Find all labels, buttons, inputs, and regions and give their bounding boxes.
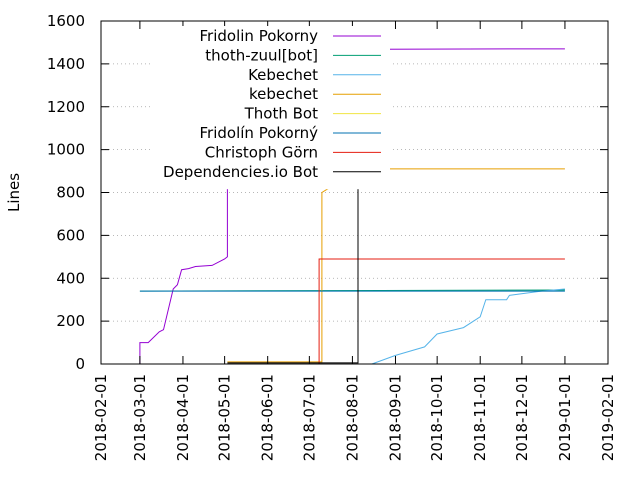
x-tick-label: 2018-10-01 <box>428 374 446 461</box>
legend-label: Kebechet <box>248 66 318 84</box>
y-tick-label: 0 <box>75 355 85 373</box>
y-axis-label: Lines <box>5 173 23 212</box>
x-tick-label: 2018-02-01 <box>92 374 110 461</box>
series-line <box>227 168 365 364</box>
legend-label: Fridolin Pokorny <box>200 27 319 45</box>
x-tick-label: 2018-06-01 <box>259 374 277 461</box>
x-tick-label: 2018-03-01 <box>131 374 149 461</box>
x-tick-label: 2018-12-01 <box>513 374 531 461</box>
y-tick-label: 1600 <box>47 12 85 30</box>
legend-label: Thoth Bot <box>244 105 318 123</box>
x-tick-label: 2019-02-01 <box>599 374 617 461</box>
x-tick-label: 2018-07-01 <box>300 374 318 461</box>
y-tick-label: 1400 <box>47 55 85 73</box>
legend-label: Dependencies.io Bot <box>163 163 318 181</box>
y-tick-label: 200 <box>56 312 85 330</box>
y-tick-label: 400 <box>56 269 85 287</box>
legend-label: thoth-zuul[bot] <box>205 46 318 64</box>
x-tick-label: 2018-08-01 <box>343 374 361 461</box>
legend-background <box>150 26 390 190</box>
series-line <box>227 168 565 363</box>
x-tick-label: 2018-09-01 <box>386 374 404 461</box>
y-tick-label: 1200 <box>47 98 85 116</box>
x-tick-label: 2018-04-01 <box>174 374 192 461</box>
x-tick-label: 2018-05-01 <box>216 374 234 461</box>
x-axis: 2018-02-01 2018-03-01 2018-04-01 2018-05-01… <box>92 21 617 461</box>
series-line <box>371 288 565 365</box>
y-tick-label: 800 <box>56 184 85 202</box>
y-tick-label: 1000 <box>47 141 85 159</box>
legend-label: kebechet <box>249 85 318 103</box>
series-line <box>227 258 565 365</box>
legend-label: Christoph Görn <box>205 143 318 161</box>
x-tick-label: 2019-01-01 <box>556 374 574 461</box>
legend-label: Fridolín Pokorný <box>200 124 319 142</box>
y-tick-label: 600 <box>56 226 85 244</box>
y-axis: 0 200 400 600 800 1000 1200 1400 1600 <box>47 12 608 373</box>
x-tick-label: 2018-11-01 <box>471 374 489 461</box>
